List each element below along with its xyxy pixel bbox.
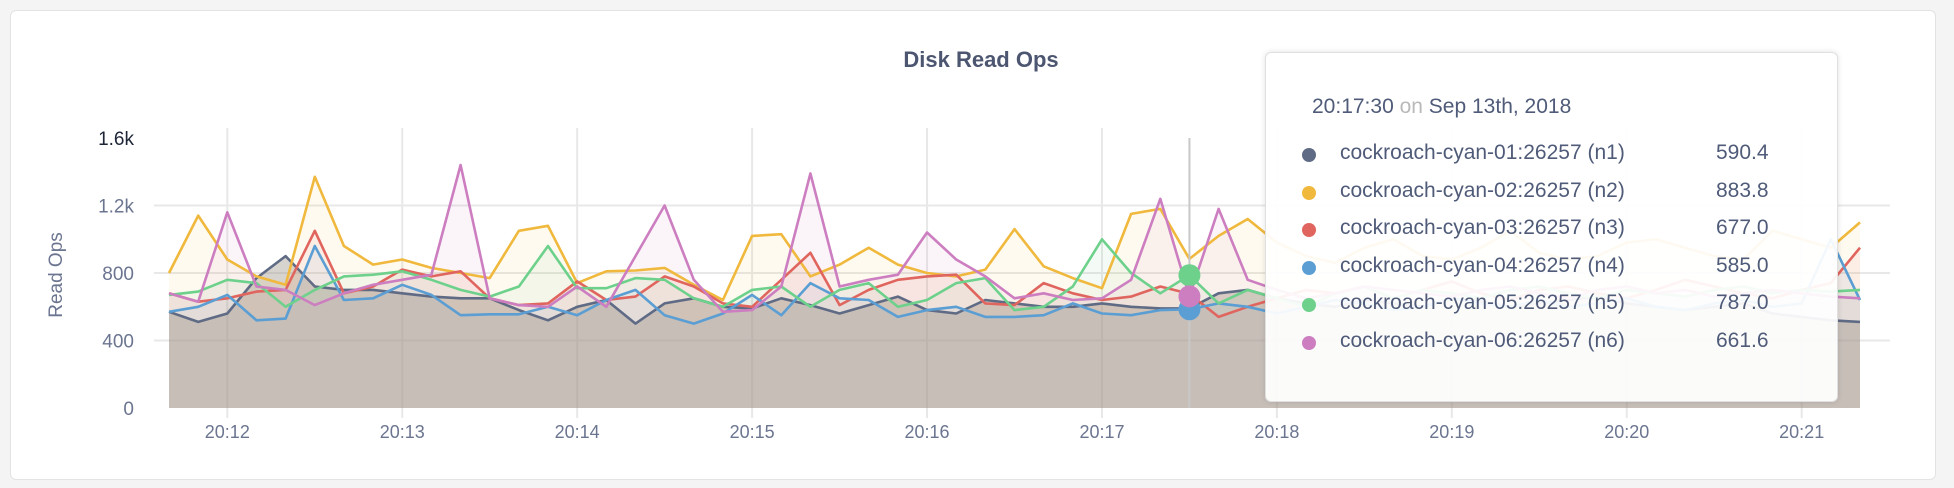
series-name: cockroach-cyan-04:26257 (n4) — [1340, 253, 1625, 277]
x-tick-label: 20:18 — [1254, 422, 1299, 442]
tooltip-row: cockroach-cyan-05:26257 (n5) 787.0 — [1302, 291, 1822, 321]
tooltip-row: cockroach-cyan-06:26257 (n6) 661.6 — [1302, 329, 1822, 359]
tooltip-row: cockroach-cyan-04:26257 (n4) 585.0 — [1302, 254, 1822, 284]
chart-title: Disk Read Ops — [903, 47, 1058, 72]
tooltip-row: cockroach-cyan-02:26257 (n2) 883.8 — [1302, 179, 1822, 209]
x-tick-label: 20:15 — [730, 422, 775, 442]
hover-marker-n5 — [1178, 264, 1201, 287]
x-tick-label: 20:19 — [1429, 422, 1474, 442]
y-axis-label: Read Ops — [46, 232, 67, 318]
series-color-dot — [1302, 185, 1316, 200]
series-color-dot — [1302, 298, 1316, 312]
tooltip-row: cockroach-cyan-01:26257 (n1) 590.4 — [1302, 141, 1822, 171]
series-value: 787.0 — [1716, 291, 1769, 314]
y-tick-label: 1.2k — [98, 197, 134, 218]
series-value: 677.0 — [1716, 216, 1769, 239]
series-color-dot — [1302, 335, 1316, 350]
series-value: 661.6 — [1716, 328, 1769, 352]
hover-tooltip: 20:17:30 on Sep 13th, 2018 cockroach-cya… — [1265, 52, 1838, 402]
tooltip-date: Sep 13th, 2018 — [1428, 95, 1572, 118]
series-value: 585.0 — [1716, 253, 1769, 277]
series-color-dot — [1302, 148, 1316, 162]
series-value: 590.4 — [1716, 141, 1769, 164]
series-name: cockroach-cyan-05:26257 (n5) — [1340, 291, 1625, 314]
series-name: cockroach-cyan-06:26257 (n6) — [1340, 328, 1625, 352]
x-tick-label: 20:14 — [555, 422, 600, 442]
series-name: cockroach-cyan-03:26257 (n3) — [1340, 216, 1625, 239]
series-value: 883.8 — [1716, 178, 1769, 202]
y-tick-label: 0 — [123, 399, 134, 420]
x-tick-label: 20:16 — [905, 422, 950, 442]
series-name: cockroach-cyan-02:26257 (n2) — [1340, 178, 1625, 202]
hover-marker-n6 — [1178, 285, 1201, 308]
series-color-dot — [1302, 260, 1316, 275]
tooltip-on: on — [1399, 95, 1423, 118]
x-tick-label: 20:17 — [1079, 422, 1124, 442]
tooltip-row: cockroach-cyan-03:26257 (n3) 677.0 — [1302, 216, 1822, 246]
y-tick-label: 1.6k — [98, 129, 134, 150]
x-tick-label: 20:12 — [205, 422, 250, 442]
x-tick-label: 20:20 — [1604, 422, 1649, 442]
y-tick-label: 400 — [102, 332, 134, 353]
tooltip-timestamp: 20:17:30 on Sep 13th, 2018 — [1312, 95, 1571, 119]
tooltip-time: 20:17:30 — [1312, 95, 1394, 118]
x-tick-label: 20:13 — [380, 422, 425, 442]
series-color-dot — [1302, 223, 1316, 237]
series-name: cockroach-cyan-01:26257 (n1) — [1340, 141, 1625, 164]
y-tick-label: 800 — [102, 264, 134, 285]
x-tick-label: 20:21 — [1779, 422, 1824, 442]
